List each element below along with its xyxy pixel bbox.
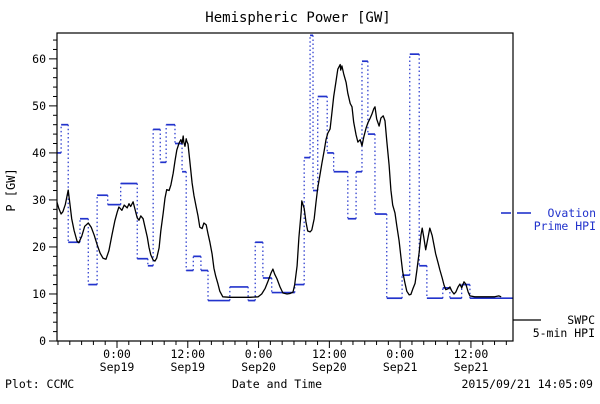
x-axis-label: Date and Time — [232, 377, 322, 391]
legend-swpc-label-line1: SWPC — [567, 313, 595, 327]
x-tick-labels: 0:00Sep1912:00Sep190:00Sep2012:00Sep200:… — [100, 347, 489, 374]
y-tick-label: 40 — [32, 146, 46, 160]
x-tick-date-label: Sep20 — [241, 360, 276, 374]
y-tick-label: 10 — [32, 287, 46, 301]
y-tick-label: 0 — [39, 334, 46, 348]
x-tick-time-label: 0:00 — [103, 347, 131, 361]
legend-ovation-label-line1: Ovation — [548, 206, 596, 220]
x-tick-time-label: 0:00 — [245, 347, 273, 361]
credit-label: Plot: CCMC — [5, 377, 74, 391]
x-tick-time-label: 12:00 — [454, 347, 489, 361]
x-tick-time-label: 0:00 — [386, 347, 414, 361]
x-tick-date-label: Sep19 — [100, 360, 135, 374]
x-tick-time-label: 12:00 — [170, 347, 205, 361]
y-axis-label: P [GW] — [4, 168, 18, 211]
legend-swpc-label-line2: 5-min HPI — [533, 326, 595, 340]
swpc-series — [56, 63, 502, 298]
chart-title: Hemispheric Power [GW] — [205, 10, 390, 26]
x-tick-date-label: Sep21 — [383, 360, 418, 374]
legend-swpc: SWPC 5-min HPI — [513, 313, 595, 340]
x-tick-date-label: Sep19 — [170, 360, 205, 374]
x-tick-time-label: 12:00 — [312, 347, 347, 361]
ovation-series — [57, 34, 513, 302]
y-tick-label: 60 — [32, 52, 46, 66]
x-tick-date-label: Sep21 — [454, 360, 489, 374]
plot-border — [56, 32, 514, 342]
y-tick-label: 30 — [32, 193, 46, 207]
legend-ovation: Ovation Prime HPI — [501, 206, 596, 233]
timestamp-label: 2015/09/21 14:05:09 — [461, 377, 593, 391]
y-tick-label: 50 — [32, 99, 46, 113]
y-tick-label: 20 — [32, 240, 46, 254]
legend-ovation-label-line2: Prime HPI — [534, 219, 596, 233]
plot-area: 0:00Sep1912:00Sep190:00Sep2012:00Sep200:… — [32, 32, 514, 374]
axis-ticks — [49, 39, 507, 348]
x-tick-date-label: Sep20 — [312, 360, 347, 374]
y-tick-labels: 0 10 20 30 40 50 60 — [32, 52, 46, 348]
